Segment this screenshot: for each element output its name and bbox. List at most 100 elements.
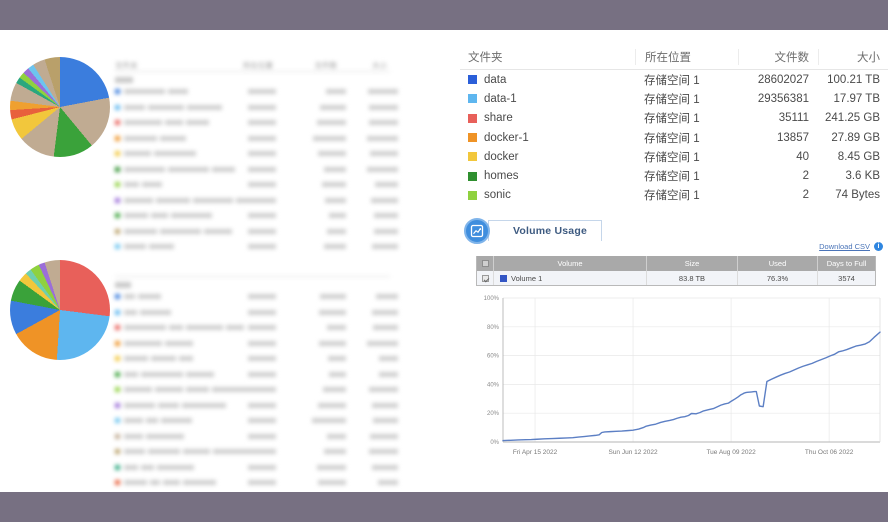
blurred-size-cell xyxy=(346,464,398,470)
select-all-checkbox[interactable] xyxy=(477,256,494,271)
blurred-name-cell xyxy=(124,294,248,300)
blurred-name-cell xyxy=(124,213,248,219)
blurred-table-row[interactable] xyxy=(115,336,398,352)
blurred-table-row[interactable] xyxy=(115,460,398,476)
blurred-location-cell xyxy=(248,402,300,408)
row-color-swatch xyxy=(115,213,120,219)
download-csv-link[interactable]: Download CSV xyxy=(819,242,870,251)
blurred-count-cell xyxy=(300,371,346,377)
blurred-table-header-2 xyxy=(115,255,390,277)
blurred-name-cell xyxy=(124,340,248,346)
blurred-count-cell xyxy=(300,182,346,188)
folder-table-row[interactable]: share 存储空间 1 35111 241.25 GB xyxy=(460,109,888,128)
volume-header-size[interactable]: Size xyxy=(647,256,738,271)
row-color-swatch xyxy=(115,340,120,346)
blurred-table-row[interactable] xyxy=(115,289,398,305)
blurred-count-cell xyxy=(300,402,346,408)
row-used: 76.3% xyxy=(738,271,818,285)
folder-table-row[interactable]: sonic 存储空间 1 2 74 Bytes xyxy=(460,186,888,205)
blurred-table-row[interactable] xyxy=(115,115,398,131)
folder-table-row[interactable]: data-1 存储空间 1 29356381 17.97 TB xyxy=(460,89,888,108)
info-icon[interactable]: i xyxy=(874,242,883,251)
blurred-group-label xyxy=(115,72,390,84)
blurred-table-row[interactable] xyxy=(115,146,398,162)
blurred-table-row[interactable] xyxy=(115,305,398,321)
folder-count: 2 xyxy=(802,170,809,183)
blurred-table-row[interactable] xyxy=(115,429,398,445)
header-size[interactable]: 大小 xyxy=(818,48,888,65)
blurred-location-cell xyxy=(248,294,300,300)
blurred-count-cell xyxy=(300,294,346,300)
blurred-location-cell xyxy=(248,418,300,424)
volume-table-row[interactable]: Volume 1 83.8 TB 76.3% 3574 xyxy=(477,271,875,285)
volume-table: Volume Size Used Days to Full Volume 1 8… xyxy=(476,256,876,286)
blurred-name-cell xyxy=(124,433,248,439)
row-color-swatch xyxy=(115,182,120,188)
blurred-size-cell xyxy=(346,135,398,141)
header-folder[interactable]: 文件夹 xyxy=(468,51,503,64)
blurred-name-cell xyxy=(124,480,248,486)
volume-header-used[interactable]: Used xyxy=(738,256,818,271)
blurred-size-cell xyxy=(346,213,398,219)
blurred-table-row[interactable] xyxy=(115,193,398,209)
blurred-table-row[interactable] xyxy=(115,367,398,383)
folder-name-cell: share xyxy=(460,112,635,124)
volume-color-swatch xyxy=(500,274,507,282)
blurred-table-row[interactable] xyxy=(115,398,398,414)
tab-volume-usage[interactable]: Volume Usage xyxy=(488,220,602,241)
header-location[interactable]: 所在位置 xyxy=(635,48,738,65)
folder-name: share xyxy=(484,112,513,125)
blurred-table-header: 文件夹 所在位置 文件数 大小 xyxy=(115,50,390,72)
folder-location: 存储空间 1 xyxy=(644,190,700,203)
blurred-count-cell xyxy=(300,340,346,346)
volume-usage-line-chart: 0% 20% 40% 60% 80% 100% Fri Apr 15 2022 Sun Jun… xyxy=(476,290,887,468)
folder-table-row[interactable]: docker-1 存储空间 1 13857 27.89 GB xyxy=(460,128,888,147)
blurred-location-cell xyxy=(248,120,300,126)
blurred-table-row[interactable] xyxy=(115,131,398,147)
folder-table-header: 文件夹 所在位置 文件数 大小 xyxy=(460,44,888,70)
blurred-name-cell xyxy=(124,325,248,331)
blurred-table-row[interactable] xyxy=(115,351,398,367)
blurred-table-row[interactable] xyxy=(115,224,398,240)
row-color-swatch xyxy=(115,104,120,110)
blurred-count-cell xyxy=(300,89,346,95)
blurred-table-row[interactable] xyxy=(115,382,398,398)
row-color-swatch xyxy=(115,197,120,203)
y-axis-tick-label: 0% xyxy=(490,440,499,446)
blurred-location-cell xyxy=(248,356,300,362)
blurred-size-cell xyxy=(346,166,398,172)
blurred-header-location: 所在位置 xyxy=(243,61,273,70)
volume-header-days[interactable]: Days to Full xyxy=(826,259,867,268)
folder-table-row[interactable]: docker 存储空间 1 40 8.45 GB xyxy=(460,147,888,166)
row-checkbox[interactable] xyxy=(477,271,494,285)
volume-usage-tabbar: Volume Usage Download CSV i xyxy=(455,218,888,251)
blurred-count-cell xyxy=(300,213,346,219)
volume-header-volume[interactable]: Volume xyxy=(494,256,647,271)
folder-location: 存储空间 1 xyxy=(644,132,700,145)
folder-color-swatch xyxy=(468,94,477,104)
blurred-table-row[interactable] xyxy=(115,208,398,224)
row-color-swatch xyxy=(115,89,120,95)
y-axis-tick-label: 80% xyxy=(487,325,500,331)
folder-table-row[interactable]: homes 存储空间 1 2 3.6 KB xyxy=(460,166,888,185)
blurred-table-row[interactable] xyxy=(115,84,398,100)
blurred-size-cell xyxy=(346,197,398,203)
blurred-location-cell xyxy=(248,449,300,455)
blurred-table-row[interactable] xyxy=(115,444,398,460)
blurred-name-cell xyxy=(124,309,248,315)
blurred-table-row[interactable] xyxy=(115,100,398,116)
blurred-table-row[interactable] xyxy=(115,413,398,429)
blurred-table-row[interactable] xyxy=(115,320,398,336)
blurred-table-row[interactable] xyxy=(115,162,398,178)
folder-count: 28602027 xyxy=(757,73,809,86)
blurred-name-cell xyxy=(124,449,248,455)
row-color-swatch xyxy=(115,325,120,331)
folder-count: 2 xyxy=(802,189,809,202)
blurred-table-row[interactable] xyxy=(115,239,398,255)
blurred-name-cell xyxy=(124,402,248,408)
header-count[interactable]: 文件数 xyxy=(738,48,818,65)
blurred-table-row[interactable] xyxy=(115,177,398,193)
blurred-table-row[interactable] xyxy=(115,475,398,491)
folder-table-row[interactable]: data 存储空间 1 28602027 100.21 TB xyxy=(460,70,888,89)
bottom-chrome-bar xyxy=(0,492,888,522)
